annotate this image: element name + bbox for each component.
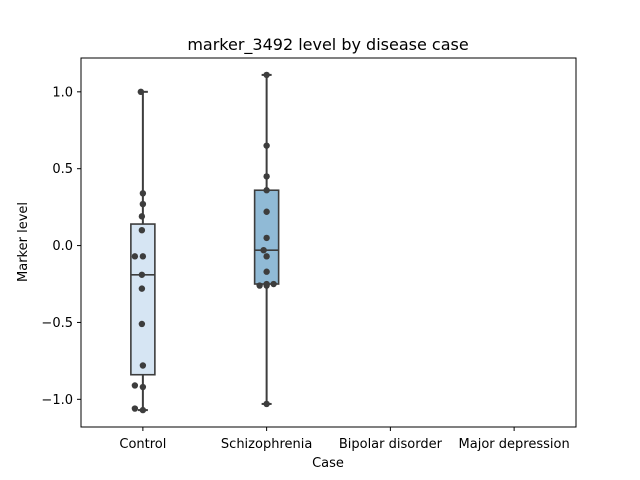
x-axis-label: Case bbox=[312, 456, 344, 471]
data-point bbox=[263, 234, 270, 242]
data-point bbox=[256, 282, 263, 289]
data-point bbox=[263, 268, 270, 275]
x-tick-label: Control bbox=[119, 437, 166, 452]
points-schizophrenia bbox=[256, 71, 277, 408]
data-point bbox=[263, 71, 270, 79]
data-point bbox=[263, 142, 270, 149]
data-point bbox=[131, 405, 139, 412]
box-control bbox=[130, 90, 156, 412]
plot-layer bbox=[130, 71, 280, 414]
data-point bbox=[138, 271, 146, 278]
data-point bbox=[137, 88, 145, 96]
data-point bbox=[138, 227, 146, 234]
data-point bbox=[263, 187, 270, 194]
data-point bbox=[260, 246, 267, 254]
data-point bbox=[139, 362, 147, 369]
data-point bbox=[263, 208, 270, 215]
data-point bbox=[263, 400, 270, 408]
y-tick-label: 1.0 bbox=[52, 85, 73, 100]
y-tick-label: −1.0 bbox=[41, 393, 73, 408]
data-point bbox=[138, 285, 146, 292]
data-point bbox=[263, 253, 270, 260]
data-point bbox=[138, 320, 146, 328]
y-axis: 1.0 0.5 0.0 −0.5 −1.0 bbox=[41, 85, 81, 408]
data-point bbox=[139, 190, 147, 197]
data-point bbox=[270, 280, 277, 288]
data-point bbox=[139, 406, 147, 414]
y-axis-label: Marker level bbox=[16, 202, 31, 282]
x-axis: Control Schizophrenia Bipolar disorder Majo… bbox=[119, 427, 570, 452]
data-point bbox=[263, 173, 270, 180]
x-tick-label: Bipolar disorder bbox=[339, 437, 443, 452]
data-point bbox=[138, 213, 146, 220]
data-point bbox=[131, 382, 139, 389]
data-point bbox=[139, 200, 147, 208]
y-tick-label: 0.5 bbox=[52, 162, 73, 177]
x-tick-label: Schizophrenia bbox=[221, 437, 312, 452]
x-tick-label: Major depression bbox=[459, 437, 570, 452]
y-tick-label: −0.5 bbox=[41, 316, 73, 331]
data-point bbox=[131, 253, 139, 260]
iqr-box bbox=[130, 223, 156, 376]
data-point bbox=[139, 383, 147, 391]
data-point bbox=[139, 253, 147, 260]
chart-title: marker_3492 level by disease case bbox=[187, 35, 468, 55]
data-point bbox=[263, 280, 270, 288]
y-tick-label: 0.0 bbox=[52, 239, 73, 254]
points-control bbox=[131, 88, 147, 414]
plot-area-frame bbox=[80, 57, 577, 428]
